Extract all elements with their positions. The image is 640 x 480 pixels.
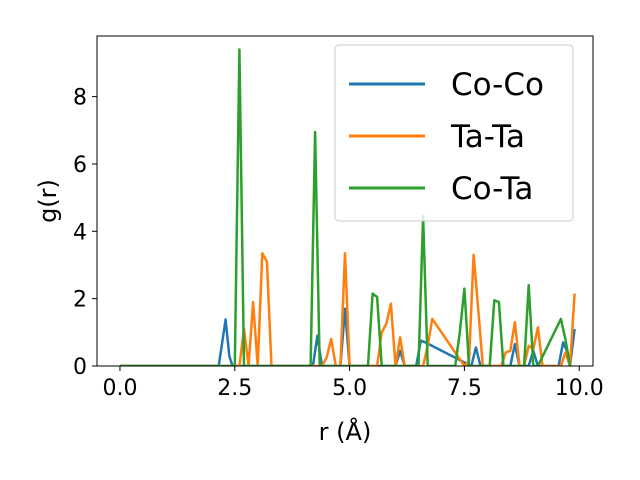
legend-label-ta-ta: Ta-Ta bbox=[450, 119, 525, 155]
x-tick-label: 5.0 bbox=[332, 376, 367, 401]
legend-label-co-co: Co-Co bbox=[451, 67, 544, 103]
x-axis-label: r (Å) bbox=[319, 417, 372, 446]
y-tick-label: 6 bbox=[73, 153, 87, 178]
y-tick-label: 8 bbox=[73, 86, 87, 111]
y-tick-label: 2 bbox=[73, 288, 87, 313]
x-tick-label: 10.0 bbox=[555, 376, 604, 401]
y-tick-label: 4 bbox=[73, 220, 87, 245]
y-axis-ticks: 0 2 4 6 8 bbox=[73, 86, 97, 380]
y-axis-label: g(r) bbox=[34, 179, 62, 223]
series-line-co-co bbox=[120, 307, 576, 366]
series-layer bbox=[120, 48, 576, 366]
x-tick-label: 2.5 bbox=[217, 376, 252, 401]
x-tick-label: 7.5 bbox=[447, 376, 482, 401]
series-line-co-ta bbox=[120, 48, 572, 366]
y-tick-label: 0 bbox=[73, 355, 87, 380]
series-line-ta-ta bbox=[120, 251, 576, 366]
plot-frame bbox=[96, 35, 594, 367]
legend-box bbox=[334, 44, 574, 222]
x-tick-label: 0.0 bbox=[102, 376, 137, 401]
x-axis-ticks: 0.0 2.5 5.0 7.5 10.0 bbox=[102, 366, 604, 401]
legend-label-co-ta: Co-Ta bbox=[451, 171, 533, 207]
legend: Co-Co Ta-Ta Co-Ta bbox=[334, 44, 574, 222]
